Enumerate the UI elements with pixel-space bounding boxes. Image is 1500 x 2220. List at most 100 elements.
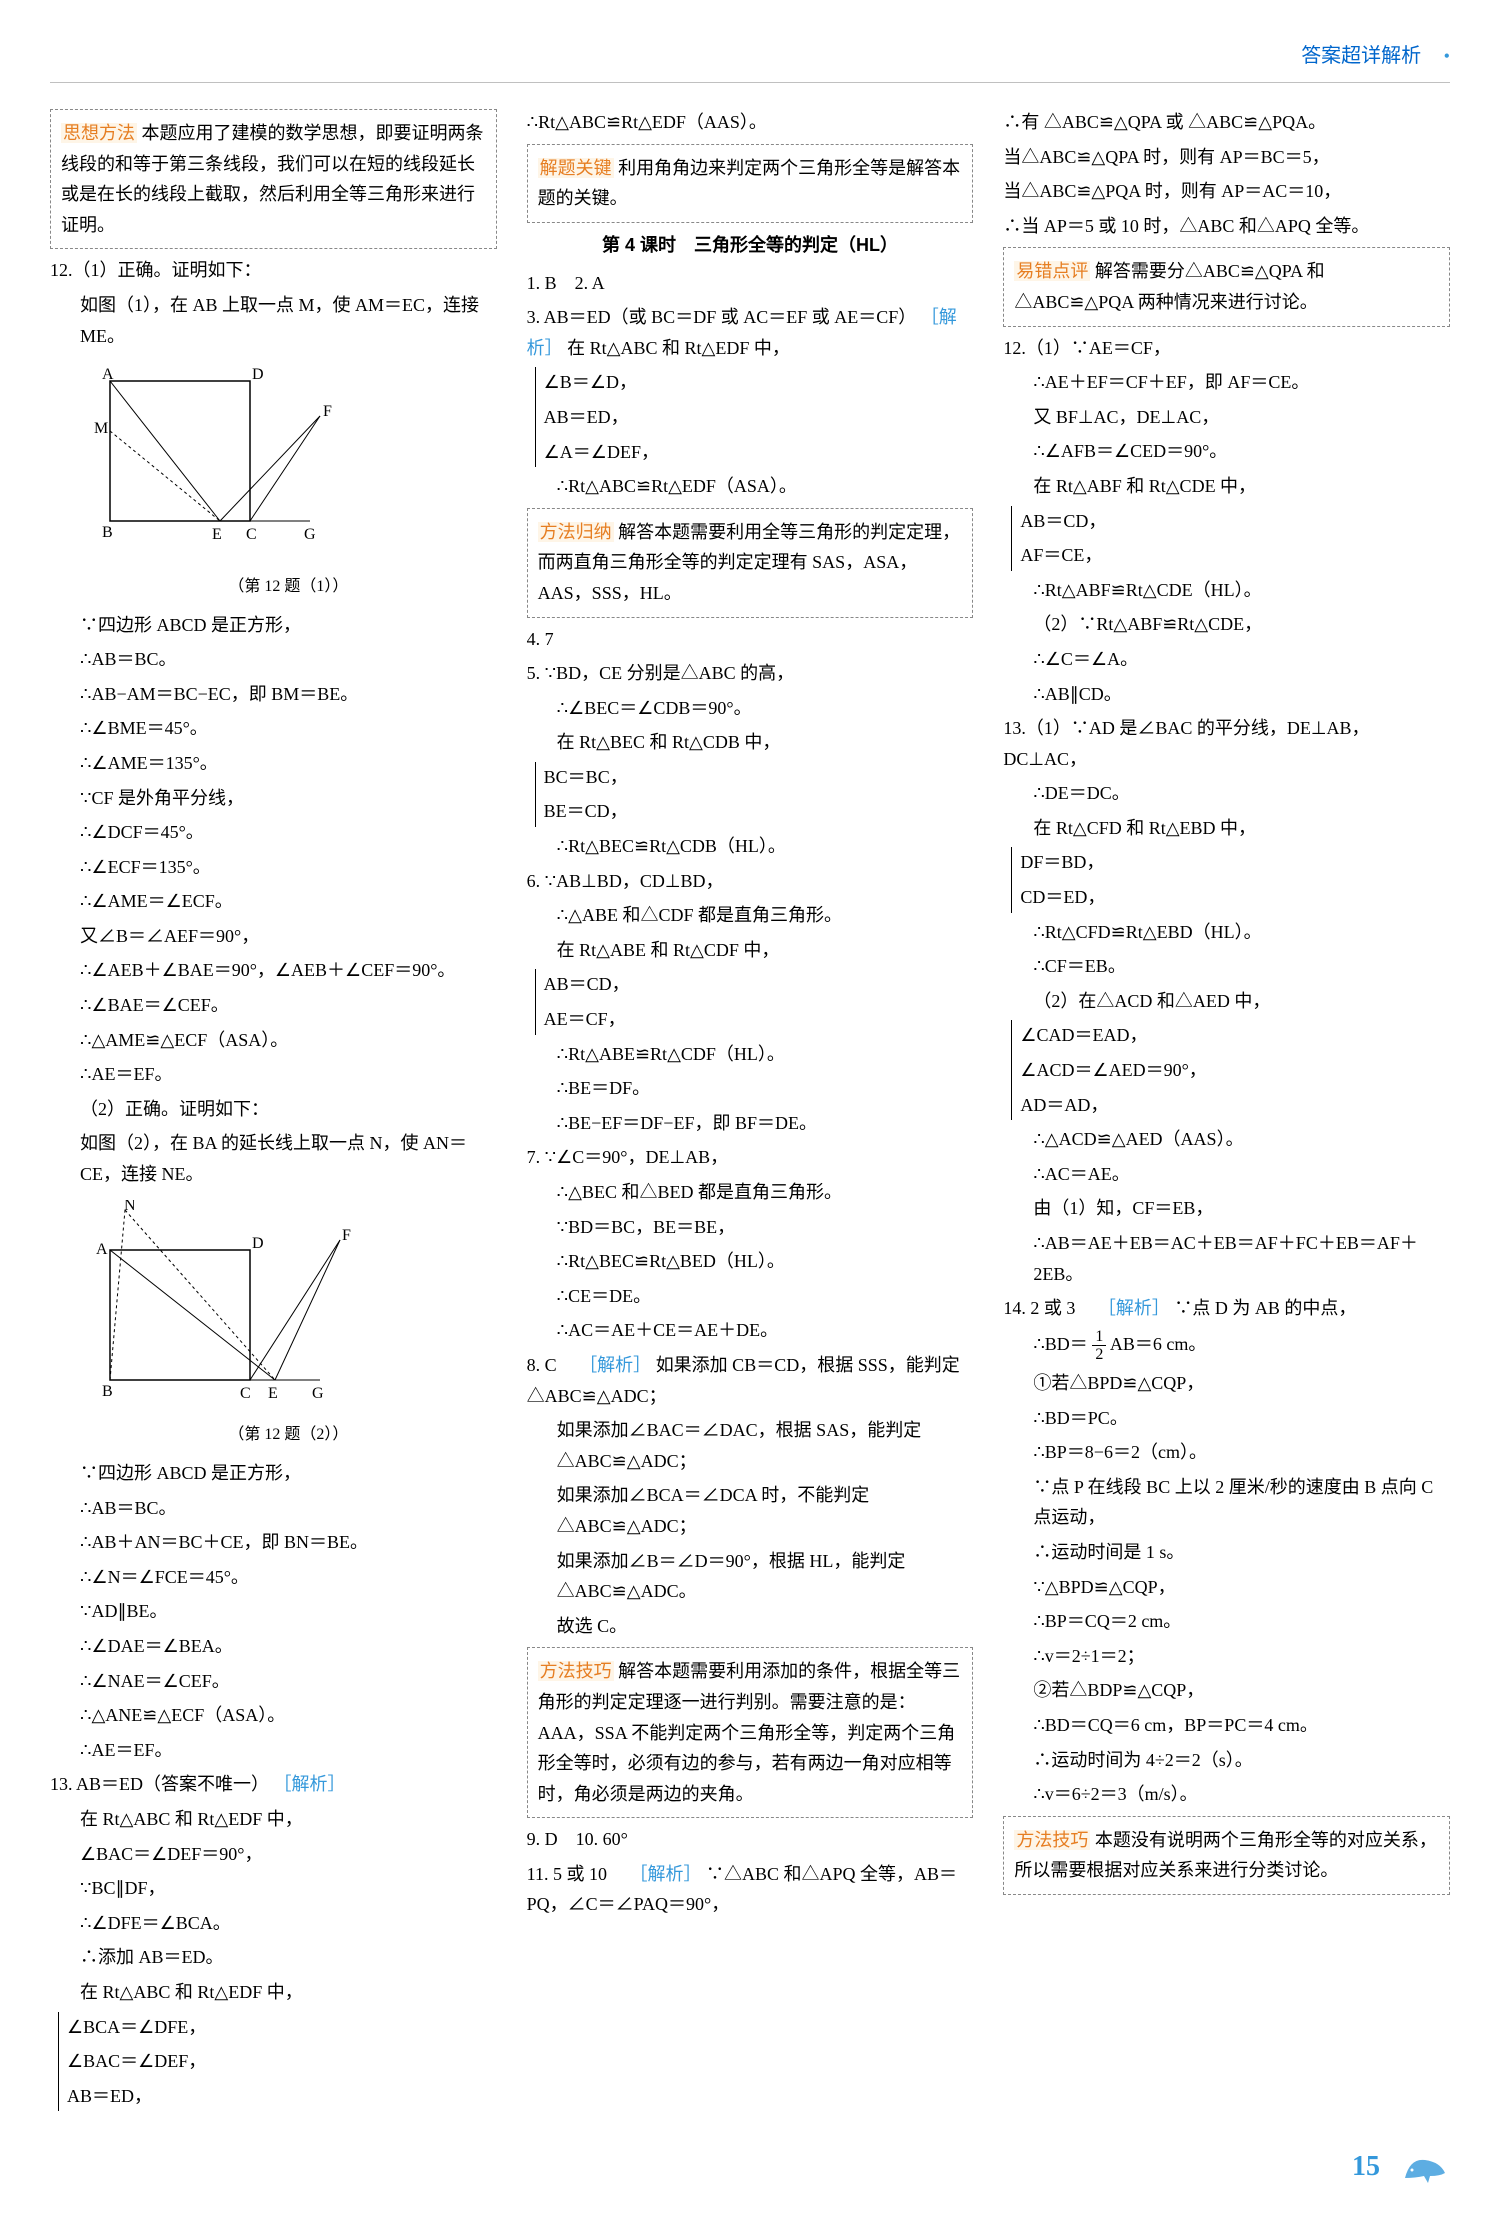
line: ∴△ACD≌△AED（AAS）。 [1003,1124,1450,1155]
brace-group: AB＝CD， AE＝CF， [535,969,974,1034]
column-3: ∴有 △ABC≌△QPA 或 △ABC≌△PQA。 当△ABC≌△QPA 时，则… [1003,103,1450,2115]
analysis-label: ［解析］ [579,1355,651,1375]
q12: 12.（1）正确。证明如下： [50,255,497,286]
box-label: 解题关键 [538,158,614,178]
line: ∴△AME≌△ECF（ASA）。 [50,1025,497,1056]
figure-caption: （第 12 题（2）） [80,1422,497,1448]
text: 14. 2 或 3 [1003,1298,1075,1318]
line: ∴BE−EF＝DF−EF，即 BF＝DE。 [527,1108,974,1139]
line: ∴AC＝AE。 [1003,1159,1450,1190]
line: ∴Rt△BEC≌Rt△CDB（HL）。 [527,831,974,862]
line: 4. 7 [527,624,974,655]
line: ∴Rt△CFD≌Rt△EBD（HL）。 [1003,917,1450,948]
q8: 8. C ［解析］ 如果添加 CB＝CD，根据 SSS，能判定△ABC≌△ADC… [527,1350,974,1411]
box-label: 方法归纳 [538,522,614,542]
text: 8. C [527,1355,557,1375]
line: BC＝BC， [544,762,974,793]
box-text: 解答本题需要利用添加的条件，根据全等三角形的判定定理逐一进行判别。需要注意的是：… [538,1661,961,1803]
svg-text:G: G [304,526,316,543]
line: 在 Rt△CFD 和 Rt△EBD 中， [1003,813,1450,844]
svg-text:B: B [102,524,113,541]
figure-12-2: N A D F B C E G （第 12 题（2）） [50,1200,497,1448]
text: 在 Rt△ABC 和 Rt△EDF 中， [567,338,790,358]
text: 11. 5 或 10 [527,1864,607,1884]
line: ∴AC＝AE＋CE＝AE＋DE。 [527,1315,974,1346]
line: ∴∠DAE＝∠BEA。 [50,1631,497,1662]
line: ∴∠BEC＝∠CDB＝90°。 [527,693,974,724]
line: AE＝CF， [544,1004,974,1035]
line: 由（1）知，CF＝EB， [1003,1193,1450,1224]
line: 5. ∵BD，CE 分别是△ABC 的高， [527,658,974,689]
svg-text:C: C [240,1385,251,1402]
line: （2）∵Rt△ABF≌Rt△CDE， [1003,609,1450,640]
line: ∴CE＝DE。 [527,1281,974,1312]
line: ∵AD∥BE。 [50,1596,497,1627]
analysis-label: ［解析］ [630,1864,702,1884]
line: ①若△BPD≌△CQP， [1003,1368,1450,1399]
line: ∴∠C＝∠A。 [1003,644,1450,675]
line: （2）在△ACD 和△AED 中， [1003,986,1450,1017]
box-jieti: 解题关键 利用角角边来判定两个三角形全等是解答本题的关键。 [527,144,974,223]
line: ∴BP＝8−6＝2（cm）。 [1003,1437,1450,1468]
line: AF＝CE， [1020,540,1450,571]
line: ∴AE＝EF。 [50,1059,497,1090]
brace-group: BC＝BC， BE＝CD， [535,762,974,827]
line: 如果添加∠BAC＝∠DAC，根据 SAS，能判定△ABC≌△ADC； [527,1415,974,1476]
svg-text:E: E [212,526,222,543]
line: ∴BP＝CQ＝2 cm。 [1003,1606,1450,1637]
brace-group: ∠CAD＝EAD， ∠ACD＝∠AED＝90°， AD＝AD， [1011,1020,1450,1120]
brace-group: ∠BCA＝∠DFE， ∠BAC＝∠DEF， AB＝ED， [58,2012,497,2112]
line: ∴∠ECF＝135°。 [50,852,497,883]
svg-text:D: D [252,366,264,383]
box-label: 思想方法 [61,123,137,143]
q14: 14. 2 或 3 ［解析］ ∵点 D 为 AB 的中点， [1003,1293,1450,1324]
q3: 3. AB＝ED（或 BC＝DF 或 AC＝EF 或 AE＝CF） ［解析］ 在… [527,302,974,363]
box-fangfa: 方法归纳 解答本题需要利用全等三角形的判定定理，而两直角三角形全等的判定定理有 … [527,508,974,618]
page-header: 答案超详解析 • [50,40,1450,83]
line: CD＝ED， [1020,882,1450,913]
box-label: 方法技巧 [538,1661,614,1681]
line: ∴有 △ABC≌△QPA 或 △ABC≌△PQA。 [1003,107,1450,138]
line: 7. ∵∠C＝90°，DE⊥AB， [527,1142,974,1173]
line: ∴AB∥CD。 [1003,679,1450,710]
line: ②若△BDP≌△CQP， [1003,1675,1450,1706]
line: ∴BD＝CQ＝6 cm，BP＝PC＝4 cm。 [1003,1710,1450,1741]
line: ∴∠BME＝45°。 [50,713,497,744]
line: DF＝BD， [1020,847,1450,878]
line: ∵△BPD≌△CQP， [1003,1572,1450,1603]
content-columns: 思想方法 本题应用了建模的数学思想，即要证明两条线段的和等于第三条线段，我们可以… [50,103,1450,2115]
text: ∵点 D 为 AB 的中点， [1174,1298,1356,1318]
line: AB＝ED， [67,2081,497,2112]
line: ∴Rt△ABC≌Rt△EDF（ASA）。 [527,471,974,502]
line: ∵四边形 ABCD 是正方形， [50,1458,497,1489]
line: ∴∠DFE＝∠BCA。 [50,1908,497,1939]
line: ∴△ANE≌△ECF（ASA）。 [50,1700,497,1731]
line: 故选 C。 [527,1611,974,1642]
page-number: 15 [1352,2145,1380,2190]
line: 如图（1），在 AB 上取一点 M，使 AM＝EC，连接 ME。 [50,290,497,351]
page-footer: 15 [50,2145,1450,2190]
dolphin-icon [1400,2148,1450,2188]
line: ∴∠N＝∠FCE＝45°。 [50,1562,497,1593]
box-yicuo: 易错点评 解答需要分△ABC≌△QPA 和△ABC≌△PQA 两种情况来进行讨论… [1003,247,1450,326]
svg-text:C: C [246,526,257,543]
line: ∵CF 是外角平分线， [50,783,497,814]
line: ∠B＝∠D， [544,367,974,398]
svg-text:F: F [323,403,332,420]
box-label: 易错点评 [1014,261,1090,281]
brace-group: ∠B＝∠D， AB＝ED， ∠A＝∠DEF， [535,367,974,467]
line: ∠CAD＝EAD， [1020,1020,1450,1051]
line: ∴∠NAE＝∠CEF。 [50,1666,497,1697]
line: 如果添加∠B＝∠D＝90°，根据 HL，能判定△ABC≌△ADC。 [527,1546,974,1607]
svg-text:A: A [102,366,114,383]
svg-text:D: D [252,1235,264,1252]
line: AB＝CD， [544,969,974,1000]
line: ∴∠AFB＝∠CED＝90°。 [1003,436,1450,467]
svg-text:M: M [94,420,108,437]
fraction: 12 [1092,1328,1106,1364]
svg-text:F: F [342,1227,351,1244]
line: ∴DE＝DC。 [1003,778,1450,809]
brace-group: DF＝BD， CD＝ED， [1011,847,1450,912]
svg-text:A: A [96,1241,108,1258]
line: ∴添加 AB＝ED。 [50,1942,497,1973]
